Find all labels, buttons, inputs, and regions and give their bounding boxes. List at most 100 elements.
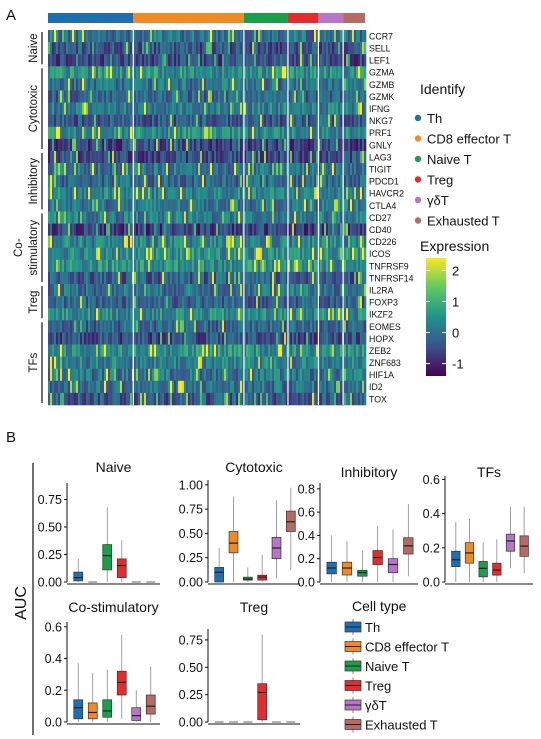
heatmap-cell bbox=[146, 199, 149, 212]
heatmap-cell bbox=[240, 320, 243, 333]
heatmap-cell bbox=[80, 223, 83, 236]
heatmap-cell bbox=[232, 42, 235, 55]
heatmap-cell bbox=[156, 78, 159, 91]
heatmap-cell bbox=[140, 66, 143, 79]
heatmap-cell bbox=[212, 138, 215, 152]
heatmap-cell bbox=[70, 284, 73, 297]
heatmap-cell bbox=[238, 332, 241, 345]
heatmap-cell bbox=[156, 320, 159, 333]
heatmap-cell bbox=[246, 54, 249, 67]
heatmap-cell bbox=[344, 320, 347, 333]
heatmap-cell bbox=[120, 211, 123, 224]
heatmap-cell bbox=[224, 223, 227, 236]
heatmap-cell bbox=[204, 199, 207, 212]
heatmap-cell bbox=[182, 271, 185, 285]
heatmap-cell bbox=[68, 368, 71, 382]
heatmap-cell bbox=[210, 284, 213, 297]
heatmap-cell bbox=[62, 259, 65, 273]
heatmap-cell bbox=[320, 138, 323, 152]
heatmap-cell bbox=[284, 187, 287, 200]
heatmap-cell bbox=[260, 199, 263, 212]
heatmap-cell bbox=[182, 175, 185, 188]
heatmap-cell bbox=[58, 187, 61, 200]
heatmap-cell bbox=[138, 150, 141, 164]
heatmap-cell bbox=[182, 138, 185, 152]
heatmap-cell bbox=[134, 187, 137, 200]
heatmap-cell bbox=[330, 271, 333, 285]
heatmap-cell bbox=[274, 356, 277, 370]
heatmap-cell bbox=[296, 126, 299, 140]
heatmap-cell bbox=[336, 66, 339, 79]
heatmap-cell bbox=[122, 78, 125, 91]
heatmap-cell bbox=[300, 271, 303, 285]
gene-label-cd40: CD40 bbox=[369, 225, 392, 235]
heatmap-cell bbox=[274, 296, 277, 309]
heatmap-cell bbox=[80, 102, 83, 115]
heatmap-cell bbox=[306, 296, 309, 309]
heatmap-cell bbox=[304, 78, 307, 91]
heatmap-cell bbox=[140, 150, 143, 164]
heatmap-cell bbox=[246, 138, 249, 152]
heatmap-cell bbox=[192, 30, 195, 43]
heatmap-cell bbox=[284, 163, 287, 176]
heatmap-cell bbox=[80, 308, 83, 321]
heatmap-cell bbox=[122, 259, 125, 273]
heatmap-cell bbox=[228, 30, 231, 43]
heatmap-cell bbox=[192, 308, 195, 321]
heatmap-cell bbox=[136, 90, 139, 103]
heatmap-cell bbox=[354, 66, 357, 79]
heatmap-cell bbox=[116, 259, 119, 273]
heatmap-cell bbox=[86, 54, 89, 67]
heatmap-cell bbox=[184, 235, 187, 249]
heatmap-cell bbox=[268, 114, 271, 128]
heatmap-cell bbox=[332, 30, 335, 43]
heatmap-cell bbox=[196, 42, 199, 55]
heatmap-cell bbox=[116, 356, 119, 370]
heatmap-cell bbox=[196, 90, 199, 103]
heatmap-cell bbox=[292, 90, 295, 103]
heatmap-cell bbox=[126, 138, 129, 152]
heatmap-cell bbox=[96, 356, 99, 370]
heatmap-cell bbox=[76, 102, 79, 115]
heatmap-cell bbox=[220, 78, 223, 91]
heatmap-cell bbox=[126, 259, 129, 273]
heatmap-cell bbox=[322, 199, 325, 212]
heatmap-cell bbox=[202, 235, 205, 249]
heatmap-cell bbox=[78, 78, 81, 91]
heatmap-cell bbox=[72, 102, 75, 115]
heatmap-cell bbox=[158, 392, 161, 406]
heatmap-cell bbox=[56, 356, 59, 370]
heatmap-cell bbox=[70, 30, 73, 43]
heatmap-cell bbox=[322, 223, 325, 236]
heatmap-cell bbox=[120, 150, 123, 164]
heatmap-cell bbox=[350, 54, 353, 67]
heatmap-cell bbox=[314, 114, 317, 128]
heatmap-cell bbox=[298, 66, 301, 79]
heatmap-cell bbox=[282, 211, 285, 224]
heatmap-cell bbox=[348, 126, 351, 140]
heatmap-cell bbox=[106, 247, 109, 261]
heatmap-cell bbox=[300, 368, 303, 382]
heatmap-cell bbox=[90, 175, 93, 188]
heatmap-cell bbox=[110, 235, 113, 249]
gene-label-sell: SELL bbox=[369, 44, 391, 54]
heatmap-cell bbox=[58, 380, 61, 394]
heatmap-cell bbox=[220, 126, 223, 140]
heatmap-cell bbox=[196, 199, 199, 212]
heatmap-cell bbox=[176, 380, 179, 394]
heatmap-cell bbox=[204, 284, 207, 297]
heatmap-cell bbox=[242, 114, 245, 128]
heatmap-cell bbox=[248, 138, 251, 152]
heatmap-cell bbox=[56, 102, 59, 115]
heatmap-cell bbox=[364, 247, 367, 261]
heatmap-cell bbox=[86, 368, 89, 382]
heatmap-cell bbox=[308, 199, 311, 212]
heatmap-cell bbox=[360, 163, 363, 176]
heatmap-cell bbox=[106, 90, 109, 103]
heatmap-cell bbox=[164, 114, 167, 128]
heatmap-cell bbox=[160, 187, 163, 200]
heatmap-cell bbox=[64, 211, 67, 224]
heatmap-cell bbox=[102, 259, 105, 273]
heatmap-cell bbox=[106, 308, 109, 321]
heatmap-cell bbox=[96, 380, 99, 394]
